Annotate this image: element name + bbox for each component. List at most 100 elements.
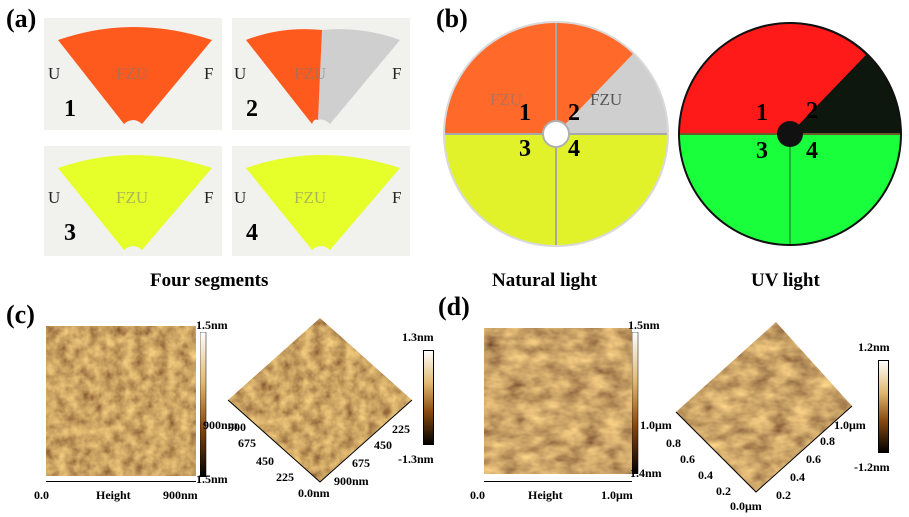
segment-4-watermark: FZU <box>294 188 327 207</box>
panel-d-3d-surface <box>675 322 853 493</box>
uv-light-caption: UV light <box>751 270 820 291</box>
panel-c-2d-x-end: 900nm <box>163 488 198 502</box>
natural-num-3: 3 <box>519 136 531 162</box>
panel-c-3d-right-tick-4: 900nm <box>334 474 369 488</box>
segment-4-edge-right: F <box>392 188 402 207</box>
panel-c-3d-cbar-min: -1.3nm <box>398 452 434 466</box>
panel-c-3d-right-tick-2: 450 <box>374 438 392 452</box>
natural-center-hole <box>542 120 570 148</box>
panel-c-2d-max: 1.5nm <box>196 318 228 332</box>
panel-c-3d-left-tick-2: 675 <box>238 436 256 450</box>
panel-d-3d-right-tick-3: 0.6 <box>806 452 821 466</box>
segment-4-edge-left: U <box>234 188 247 207</box>
uv-red-left <box>680 24 790 134</box>
four-segments-caption: Four segments <box>150 270 269 291</box>
panel-d-3d-cbar-max: 1.2nm <box>858 340 890 354</box>
panel-c-2d-mid: 900nm <box>203 418 238 432</box>
panel-c-3d-left-tick-1: 900 <box>228 420 246 434</box>
uv-num-3: 3 <box>756 138 768 164</box>
panel-c-label: (c) <box>6 300 35 329</box>
segment-1-sector <box>58 27 212 124</box>
segment-3-watermark: FZU <box>116 188 149 207</box>
panel-c-2d-image <box>46 326 196 476</box>
panel-d-2d-colorbar <box>632 332 639 474</box>
segment-1-photo: FZU U F 1 <box>44 18 222 130</box>
natural-num-4: 4 <box>568 136 580 162</box>
panel-d-2d-x-start: 0.0 <box>470 488 485 502</box>
panel-c-3d-colorbar-fill <box>423 350 434 445</box>
uv-num-1: 1 <box>756 100 768 126</box>
segment-3-photo: FZU U F 3 <box>44 146 222 256</box>
panel-d-3d-left-tick-4: 0.2 <box>716 484 731 498</box>
segment-2-photo: FZU U F 2 <box>232 18 410 130</box>
segment-2-sector <box>246 29 322 124</box>
segment-2-number: 2 <box>246 96 258 122</box>
segment-4-shape <box>246 155 400 250</box>
panel-d-label: (d) <box>438 292 470 321</box>
natural-orange-right <box>556 22 633 135</box>
panel-d-3d-left-tick-2: 0.6 <box>680 452 695 466</box>
panel-c-3d-colorbar <box>423 350 434 445</box>
natural-watermark-2: FZU <box>590 90 623 109</box>
panel-d-2d-x-end: 1.0μm <box>601 488 633 502</box>
segment-2-edge-right: F <box>392 64 402 83</box>
panel-d-3d-image <box>676 322 852 492</box>
panel-c-3d-cbar-max: 1.3nm <box>402 330 434 344</box>
panel-d-2d-image <box>484 328 632 474</box>
panel-c-3d-left-tick-4: 225 <box>276 470 294 484</box>
panel-d-2d-min: 1.4nm <box>630 466 662 480</box>
panel-d-3d-left-tick-5: 0.0μm <box>730 499 762 513</box>
segment-3-sector <box>58 155 212 250</box>
panel-d-3d-right-tick-5: 1.0μm <box>834 418 866 432</box>
panel-c-2d-x-label: Height <box>96 488 131 502</box>
panel-d-2d-height-map <box>484 328 632 474</box>
panel-d-3d-left-tick-3: 0.4 <box>698 468 713 482</box>
segment-2-grey-half <box>318 29 400 124</box>
segment-2-watermark: FZU <box>294 64 327 83</box>
panel-c-3d-right-tick-1: 225 <box>392 422 410 436</box>
panel-c-3d-surface <box>227 318 413 483</box>
natural-num-2: 2 <box>568 100 580 126</box>
segment-1-number: 1 <box>64 96 76 122</box>
panel-d-3d-right-tick-4: 0.8 <box>820 434 835 448</box>
segment-1-watermark: FZU <box>116 64 149 83</box>
segment-2-shape <box>246 29 400 124</box>
panel-c-3d-edges <box>227 399 413 483</box>
panel-d-3d-right-tick-1: 0.2 <box>776 488 791 502</box>
segment-1-edge-right: F <box>204 64 214 83</box>
panel-d-3d-left-tick-1: 0.8 <box>666 436 681 450</box>
natural-watermark-1: FZU <box>490 90 523 109</box>
panel-d-3d-colorbar <box>878 360 889 453</box>
uv-center-hole <box>777 121 803 147</box>
panel-c-3d-origin: 0.0nm <box>298 486 330 500</box>
segment-3-edge-left: U <box>48 188 61 207</box>
natural-orange-left <box>445 23 556 134</box>
uv-dark-part <box>790 55 900 134</box>
panel-d-2d-x-axis <box>484 481 632 482</box>
panel-c-2d-min: 1.5nm <box>196 472 228 486</box>
natural-light-caption: Natural light <box>492 270 598 291</box>
segment-4-photo: FZU U F 4 <box>232 146 410 256</box>
panel-d-2d-mid: 1.0μm <box>640 418 672 432</box>
segment-3-shape <box>58 155 212 250</box>
panel-c-3d-left-tick-3: 450 <box>256 454 274 468</box>
natural-light-disc <box>443 21 669 247</box>
panel-d-2d-x-label: Height <box>528 488 563 502</box>
panel-c-2d-height-map <box>46 326 196 476</box>
natural-grey-part <box>556 54 667 134</box>
segment-1-edge-left: U <box>48 64 61 83</box>
panel-c-3d-right-tick-3: 675 <box>352 456 370 470</box>
panel-a-label: (a) <box>6 4 37 33</box>
panel-d-3d-edges <box>675 405 853 493</box>
segment-3-edge-right: F <box>204 188 214 207</box>
uv-light-disc <box>678 22 902 246</box>
segment-3-number: 3 <box>64 220 76 246</box>
natural-num-1: 1 <box>519 100 531 126</box>
panel-c-2d-x-axis <box>46 481 196 482</box>
panel-d-3d-right-tick-2: 0.4 <box>790 470 805 484</box>
panel-d-2d-max: 1.5nm <box>628 318 660 332</box>
segment-4-sector <box>246 155 400 250</box>
panel-c-2d-colorbar-fill <box>200 332 207 477</box>
segment-2-edge-left: U <box>234 64 247 83</box>
panel-c-2d-x-start: 0.0 <box>34 488 49 502</box>
